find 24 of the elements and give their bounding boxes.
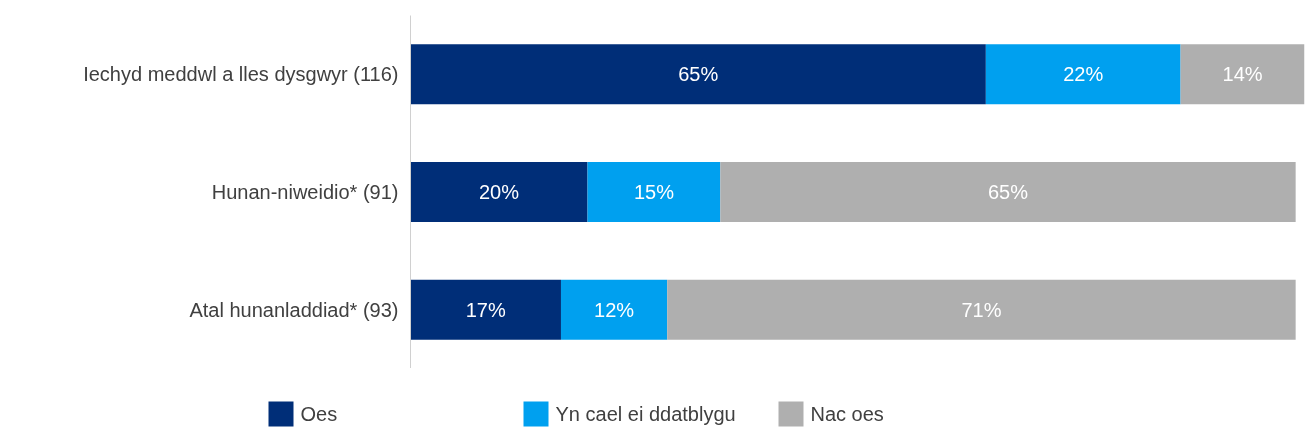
y-tick-label: Hunan-niweidio* (91) xyxy=(211,181,399,203)
bar xyxy=(410,44,986,105)
data-label: 22% xyxy=(1063,63,1104,86)
bar xyxy=(560,279,668,340)
data-label: 17% xyxy=(465,298,506,321)
data-label: 65% xyxy=(678,63,719,86)
bar xyxy=(410,279,561,340)
bar xyxy=(720,161,1296,223)
legend-label: Oes xyxy=(300,403,338,425)
y-tick-label: Iechyd meddwl a lles dysgwyr (116) xyxy=(83,63,399,86)
data-label: 71% xyxy=(961,298,1002,321)
bar xyxy=(587,161,721,223)
legend-label: Nac oes xyxy=(810,403,884,425)
data-label: 20% xyxy=(479,181,520,203)
data-label: 14% xyxy=(1222,63,1263,86)
data-label: 12% xyxy=(594,298,635,321)
data-label: 15% xyxy=(633,181,675,203)
bar xyxy=(1180,44,1305,105)
y-tick-label: Atal hunanladdiad* (93) xyxy=(189,298,399,321)
bar xyxy=(410,161,588,223)
data-label: 65% xyxy=(987,181,1029,203)
bar xyxy=(985,44,1181,105)
legend-label: Yn cael ei ddatblygu xyxy=(555,403,736,425)
bar xyxy=(667,279,1296,340)
